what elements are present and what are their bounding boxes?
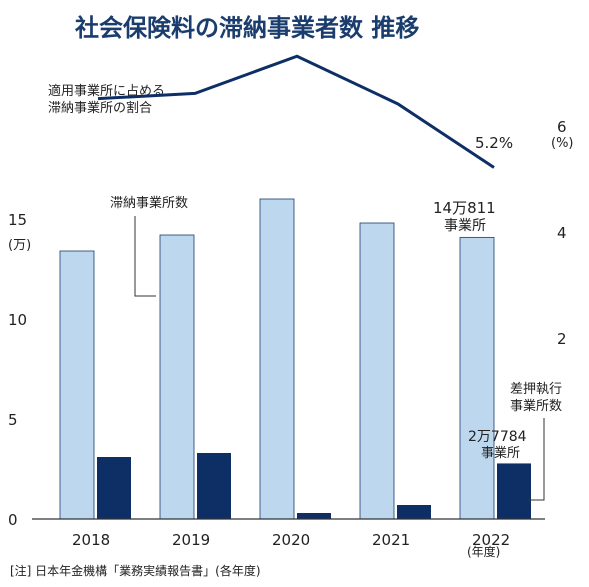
bar-delinquent-2019 — [159, 234, 195, 520]
y-right-tick-2: 2 — [557, 330, 567, 348]
chart-title: 社会保険料の滞納事業者数 推移 — [75, 14, 419, 42]
y-left-tick-0: 0 — [8, 511, 18, 529]
source-note: [注] 日本年金機構「業務実績報告書」(各年度) — [10, 563, 261, 578]
line-end-label: 5.2% — [475, 134, 513, 152]
bar1-leader-line — [134, 216, 156, 297]
bar2-series-label-1: 差押執行 — [510, 381, 562, 397]
bar2-end-value: 2万7784 — [468, 429, 527, 445]
y-left-tick-10: 10 — [8, 311, 27, 329]
x-tick-2021: 2021 — [372, 531, 410, 549]
x-tick-2018: 2018 — [72, 531, 110, 549]
bar-seizure-2020 — [297, 513, 331, 519]
x-tick-2019: 2019 — [172, 531, 210, 549]
bar-delinquent-2018 — [59, 250, 95, 520]
bar2-end-unit: 事業所 — [481, 445, 520, 461]
bar-delinquent-2020 — [259, 198, 295, 520]
bar-seizure-2021 — [397, 505, 431, 519]
bar1-end-unit: 事業所 — [444, 218, 486, 234]
bar1-end-value: 14万811 — [433, 199, 496, 217]
bar2-series-label-2: 事業所数 — [510, 398, 562, 414]
y-left-tick-15: 15 — [8, 211, 27, 229]
y-left-tick-5: 5 — [8, 411, 18, 429]
y-right-tick-6: 6 — [557, 118, 567, 136]
bar-seizure-2022 — [497, 463, 531, 519]
bar-delinquent-2022 — [459, 236, 495, 520]
line-label-1: 適用事業所に占める — [48, 83, 165, 99]
bar-seizure-2019 — [197, 453, 231, 519]
right-axis-unit: (%) — [551, 136, 574, 151]
y-right-tick-4: 4 — [557, 224, 567, 242]
left-axis-unit: (万) — [8, 238, 31, 253]
line-label-2: 滞納事業所の割合 — [48, 100, 152, 116]
bar2-leader-line — [527, 418, 545, 501]
x-axis-unit: (年度) — [467, 544, 500, 559]
x-tick-2020: 2020 — [272, 531, 310, 549]
x-tick-2022: 2022 — [472, 531, 510, 549]
rate-line — [97, 54, 495, 169]
bar1-series-label: 滞納事業所数 — [110, 195, 188, 211]
bar-seizure-2018 — [97, 457, 131, 519]
bar-delinquent-2021 — [359, 222, 395, 520]
